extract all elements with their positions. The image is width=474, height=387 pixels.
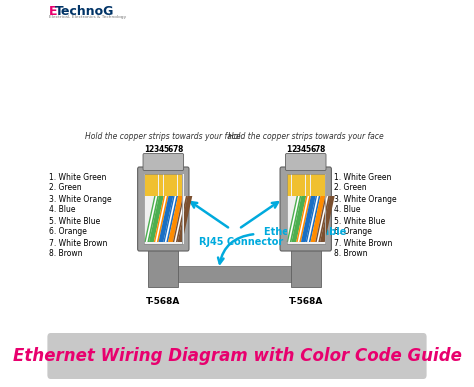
Bar [164,174,168,196]
Text: 1. White Green: 1. White Green [49,173,107,182]
Bar [173,174,177,196]
Text: 4. Blue: 4. Blue [334,205,360,214]
Text: Hold the copper strips towards your face: Hold the copper strips towards your face [228,132,383,141]
FancyBboxPatch shape [47,333,427,379]
Bar [287,174,291,196]
Text: T-568A: T-568A [289,297,323,306]
Text: 2: 2 [149,145,154,154]
Text: 7. White Brown: 7. White Brown [49,238,108,248]
Polygon shape [165,196,176,242]
Text: 6. Orange: 6. Orange [49,228,87,236]
Text: 4. Blue: 4. Blue [49,205,75,214]
Polygon shape [149,196,164,242]
Polygon shape [307,196,319,242]
FancyBboxPatch shape [285,154,326,171]
Text: 2: 2 [291,145,296,154]
Polygon shape [292,196,306,242]
Bar [320,174,325,196]
Text: 2. Green: 2. Green [334,183,366,192]
Text: Hold the copper strips towards your face: Hold the copper strips towards your face [85,132,241,141]
Polygon shape [306,196,320,242]
Bar [153,282,174,285]
Polygon shape [298,196,309,242]
Text: Ethernet Cable: Ethernet Cable [264,227,346,237]
Text: 5. White Blue: 5. White Blue [49,216,100,226]
Polygon shape [320,196,335,242]
Text: 7: 7 [173,145,178,154]
Polygon shape [296,196,311,242]
Text: T-568A: T-568A [146,297,181,306]
Text: 5. White Blue: 5. White Blue [334,216,385,226]
Bar [159,174,163,196]
Text: 1. White Green: 1. White Green [334,173,391,182]
Bar [301,174,305,196]
Polygon shape [155,196,167,242]
Text: 8: 8 [319,145,325,154]
Text: 4: 4 [301,145,306,154]
Bar [292,174,296,196]
Text: RJ45 Connector: RJ45 Connector [199,237,283,247]
Text: 8. Brown: 8. Brown [334,250,367,259]
Bar [325,174,327,244]
Text: 3: 3 [154,145,159,154]
Polygon shape [168,196,183,242]
Polygon shape [178,196,192,242]
Bar [287,174,325,244]
FancyBboxPatch shape [280,167,331,251]
Text: 5: 5 [306,145,310,154]
Polygon shape [310,196,325,242]
Text: 7: 7 [315,145,320,154]
Bar [182,174,184,244]
Text: 3. White Orange: 3. White Orange [334,195,397,204]
Bar [316,174,320,196]
Polygon shape [158,196,173,242]
Bar [287,174,325,244]
Text: 1: 1 [144,145,149,154]
Text: 7. White Brown: 7. White Brown [334,238,392,248]
Text: 6: 6 [168,145,173,154]
Text: 3. White Orange: 3. White Orange [49,195,112,204]
Polygon shape [173,196,188,242]
Bar [154,174,158,196]
Text: TechnoG: TechnoG [55,5,114,18]
Polygon shape [288,196,300,242]
Bar [144,174,182,244]
FancyBboxPatch shape [137,167,189,251]
Polygon shape [174,196,186,242]
Text: E: E [49,5,57,18]
Bar [148,247,178,287]
Text: 8: 8 [177,145,182,154]
Polygon shape [287,196,301,242]
Bar [311,174,315,196]
Bar [149,174,154,196]
Bar [168,174,173,196]
Text: Ethernet Wiring Diagram with Color Code Guide: Ethernet Wiring Diagram with Color Code … [13,347,461,365]
Bar [153,266,317,282]
Polygon shape [146,196,157,242]
Polygon shape [317,196,328,242]
Text: 6: 6 [310,145,316,154]
Bar [296,174,301,196]
Text: 2. Green: 2. Green [49,183,82,192]
Text: 4: 4 [158,145,164,154]
Polygon shape [154,196,168,242]
Text: 3: 3 [296,145,301,154]
Text: 5: 5 [163,145,168,154]
Polygon shape [164,196,178,242]
Bar [295,282,317,285]
Text: 1: 1 [286,145,292,154]
Bar [291,247,320,287]
Bar [178,174,182,196]
Polygon shape [315,196,330,242]
Bar [144,174,182,244]
Polygon shape [144,196,159,242]
Bar [145,174,149,196]
Text: Electrical, Electronics & Technology: Electrical, Electronics & Technology [49,15,126,19]
Bar [306,174,310,196]
Text: 6. Orange: 6. Orange [334,228,372,236]
FancyBboxPatch shape [143,154,183,171]
Text: 8. Brown: 8. Brown [49,250,82,259]
Polygon shape [301,196,316,242]
